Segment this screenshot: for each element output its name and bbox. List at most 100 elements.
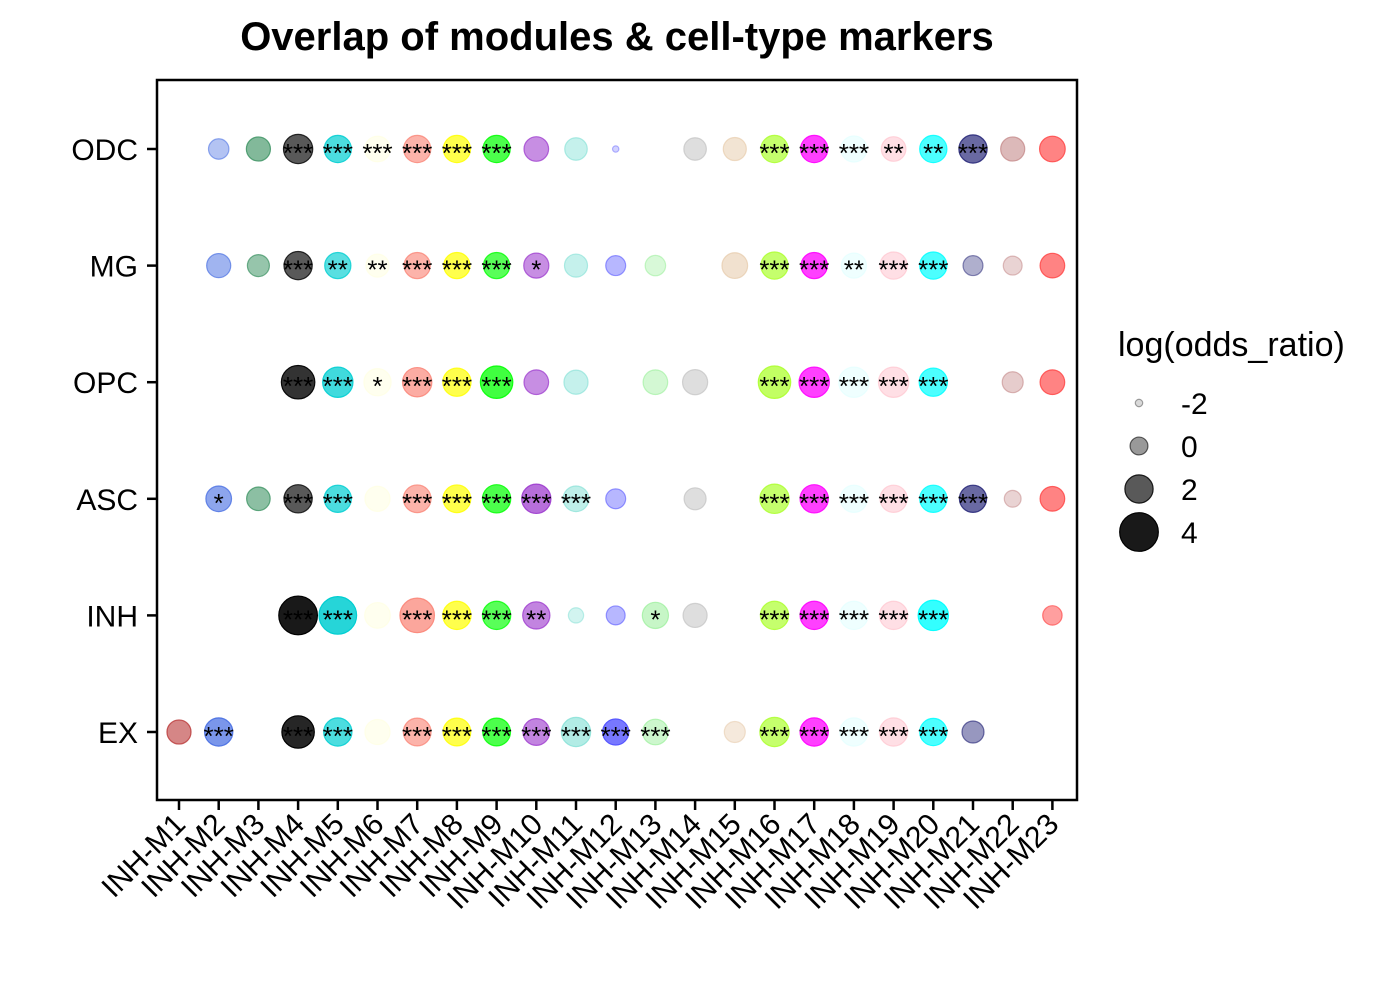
point-ex-inh-m15 (723, 720, 746, 744)
point-inh-inh-m8 (442, 600, 472, 631)
point-mg-inh-m7 (403, 251, 431, 280)
point-inh-inh-m18 (839, 600, 869, 631)
sig-label-inh-inh-m5: *** (323, 604, 353, 634)
point-asc-inh-m16 (759, 483, 790, 515)
point-opc-inh-m11 (563, 369, 589, 395)
y-tick-label-odc: ODC (71, 134, 138, 167)
sig-label-odc-inh-m19: ** (883, 138, 903, 168)
legend-key-0 (1134, 398, 1144, 408)
point-mg-inh-m13 (644, 254, 667, 277)
point-ex-inh-m20 (919, 717, 948, 747)
point-mg-inh-m23 (1039, 252, 1066, 279)
sig-label-odc-inh-m9: *** (481, 138, 511, 168)
sig-label-inh-inh-m9: *** (481, 604, 511, 634)
point-mg-inh-m18 (840, 252, 868, 279)
point-odc-inh-m8 (442, 134, 472, 164)
sig-label-inh-inh-m18: *** (839, 604, 869, 634)
sig-label-mg-inh-m19: *** (878, 255, 908, 285)
point-mg-inh-m15 (721, 252, 749, 280)
point-opc-inh-m9 (479, 365, 514, 400)
point-odc-inh-m17 (800, 134, 829, 164)
point-odc-inh-m20 (919, 134, 948, 164)
sig-label-inh-inh-m7: *** (402, 604, 432, 634)
x-axis: INH-M1INH-M2INH-M3INH-M4INH-M5INH-M6INH-… (96, 800, 1065, 916)
sig-label-mg-inh-m18: ** (844, 255, 864, 285)
sig-label-ex-inh-m13: *** (640, 721, 670, 751)
sig-label-asc-inh-m11: *** (561, 488, 591, 518)
sig-label-inh-inh-m4: *** (283, 604, 313, 634)
point-ex-inh-m18 (839, 717, 869, 747)
sig-label-opc-inh-m17: *** (799, 371, 829, 401)
point-inh-inh-m23 (1042, 605, 1063, 626)
point-asc-inh-m17 (799, 484, 829, 514)
point-mg-inh-m21 (962, 255, 984, 277)
sig-label-mg-inh-m4: *** (283, 255, 313, 285)
sig-label-asc-inh-m7: *** (402, 488, 432, 518)
sig-label-asc-inh-m5: *** (323, 488, 353, 518)
point-ex-inh-m12 (602, 718, 630, 746)
sig-label-mg-inh-m8: *** (442, 255, 472, 285)
point-asc-inh-m9 (481, 484, 512, 514)
point-mg-inh-m11 (563, 253, 589, 278)
point-opc-inh-m23 (1039, 369, 1066, 396)
sig-label-mg-inh-m7: *** (402, 255, 432, 285)
sig-label-asc-inh-m8: *** (442, 488, 472, 518)
points-layer (166, 133, 1066, 749)
point-asc-inh-m7 (402, 484, 432, 514)
legend-key-1 (1129, 436, 1149, 456)
point-ex-inh-m17 (799, 717, 829, 747)
sig-label-opc-inh-m9: *** (481, 371, 511, 401)
point-opc-inh-m16 (757, 365, 792, 400)
plot-panel-border (155, 78, 1079, 802)
point-inh-inh-m5 (318, 596, 358, 635)
point-odc-inh-m6 (364, 135, 391, 163)
point-inh-inh-m7 (399, 597, 436, 634)
sig-label-opc-inh-m19: *** (878, 371, 908, 401)
point-asc-inh-m14 (683, 487, 707, 511)
y-tick-label-mg: MG (90, 251, 138, 284)
legend-key-3 (1119, 512, 1159, 552)
sig-label-inh-inh-m16: *** (759, 604, 789, 634)
point-ex-inh-m10 (522, 718, 551, 746)
point-odc-inh-m11 (564, 137, 588, 161)
sig-label-ex-inh-m19: *** (878, 721, 908, 751)
sig-label-opc-inh-m6: * (372, 371, 382, 401)
point-odc-inh-m4 (282, 133, 314, 165)
point-ex-inh-m7 (402, 717, 432, 747)
sig-label-inh-inh-m10: ** (526, 604, 546, 634)
point-mg-inh-m19 (879, 251, 908, 280)
sig-label-ex-inh-m9: *** (481, 721, 511, 751)
sig-label-odc-inh-m21: *** (958, 138, 988, 168)
sig-label-asc-inh-m9: *** (481, 488, 511, 518)
sig-label-ex-inh-m7: *** (402, 721, 432, 751)
point-inh-inh-m13 (641, 601, 670, 630)
legend-key-2 (1124, 474, 1154, 504)
point-ex-inh-m11 (560, 716, 592, 748)
point-odc-inh-m21 (958, 134, 988, 164)
point-asc-inh-m23 (1039, 485, 1066, 512)
sig-label-odc-inh-m4: *** (283, 138, 313, 168)
point-odc-inh-m18 (840, 135, 868, 163)
point-odc-inh-m2 (207, 138, 230, 160)
point-asc-inh-m3 (246, 486, 271, 512)
sig-label-ex-inh-m16: *** (759, 721, 789, 751)
sig-label-mg-inh-m17: *** (799, 255, 829, 285)
point-opc-inh-m5 (322, 366, 354, 398)
point-inh-inh-m10 (522, 601, 551, 630)
sig-label-odc-inh-m6: *** (362, 138, 392, 168)
point-opc-inh-m20 (918, 367, 949, 397)
sig-label-mg-inh-m16: *** (759, 255, 789, 285)
sig-label-mg-inh-m5: ** (328, 255, 348, 285)
point-mg-inh-m4 (283, 250, 313, 281)
sig-label-ex-inh-m12: *** (601, 721, 631, 751)
point-ex-inh-m21 (961, 720, 985, 744)
sig-label-opc-inh-m16: *** (759, 371, 789, 401)
point-asc-inh-m6 (364, 485, 391, 512)
point-odc-inh-m9 (482, 134, 511, 164)
y-tick-label-asc: ASC (76, 484, 138, 517)
point-mg-inh-m2 (206, 252, 232, 279)
sig-label-asc-inh-m20: *** (918, 488, 948, 518)
point-asc-inh-m18 (839, 484, 869, 513)
point-opc-inh-m14 (681, 369, 709, 396)
point-asc-inh-m20 (919, 484, 948, 513)
